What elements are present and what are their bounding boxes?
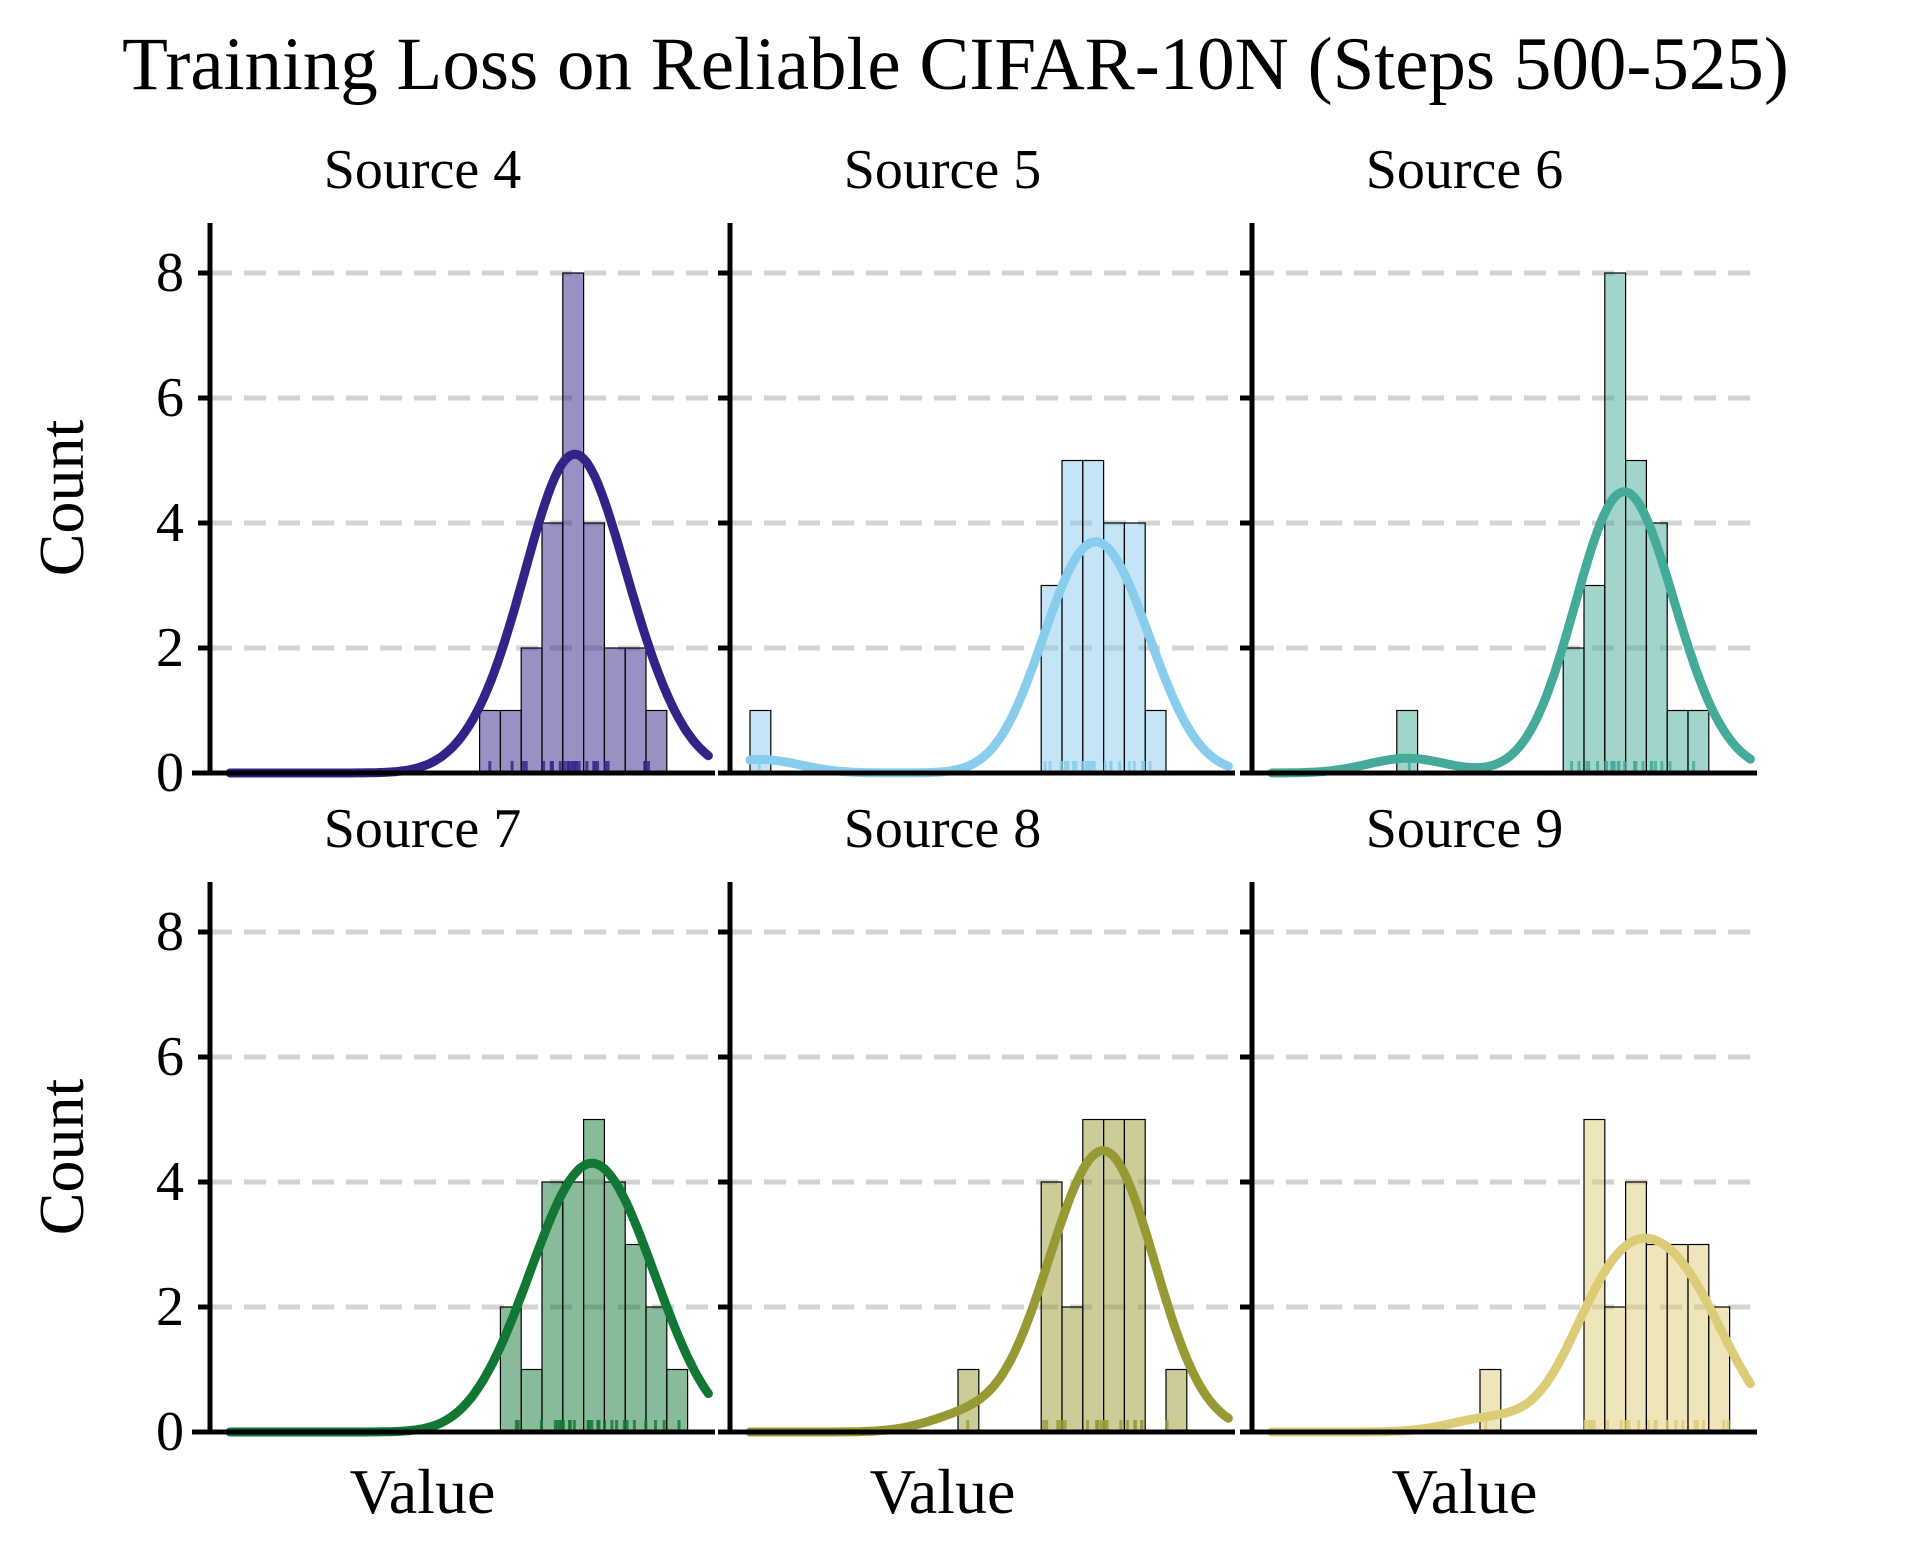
y-axis-label: Count (26, 420, 97, 577)
histogram-bar (603, 647, 626, 774)
chart-title: Training Loss on Reliable CIFAR-10N (Ste… (122, 23, 1789, 106)
histogram-bar (541, 522, 564, 774)
kde-curve (745, 537, 1233, 778)
y-tick-label: 6 (156, 367, 184, 429)
histogram-bar (520, 647, 543, 774)
panels-group: 0 2 4 6 8 Source 4 Count Source 5 Source 6 0 2 4 6 8 S… (26, 139, 1757, 1527)
subplot-title: Source 9 (1366, 798, 1564, 860)
y-tick-label: 0 (156, 1401, 184, 1463)
histogram-bar (582, 522, 605, 774)
y-tick-label: 0 (156, 742, 184, 804)
panel-source-4: 0 2 4 6 8 Source 4 Count (26, 139, 715, 804)
x-axis-label: Value (1392, 1456, 1538, 1527)
histogram-bar (1061, 1306, 1084, 1433)
histogram-bar (1687, 709, 1710, 774)
histogram-bar (1645, 1243, 1668, 1433)
y-tick-label: 8 (156, 901, 184, 963)
panel-source-9: Source 9 Value (1240, 798, 1757, 1527)
histogram-bar (1123, 1118, 1146, 1433)
histogram-bar (1396, 709, 1419, 774)
y-tick-label: 4 (156, 1151, 184, 1213)
subplot-title: Source 7 (324, 798, 522, 860)
histogram-bar (666, 1368, 689, 1433)
kde-curve (745, 1146, 1233, 1437)
y-tick-label: 2 (156, 617, 184, 679)
subplot-title: Source 5 (844, 139, 1042, 201)
histogram-bar (1123, 522, 1146, 774)
histogram-bar (1479, 1368, 1502, 1433)
histogram-bar (1082, 459, 1105, 774)
y-tick-label: 6 (156, 1026, 184, 1088)
subplot-title: Source 4 (324, 139, 522, 201)
y-tick-label: 4 (156, 492, 184, 554)
kde-curve (1267, 487, 1755, 778)
histogram-bar (1583, 584, 1606, 774)
y-tick-label: 8 (156, 242, 184, 304)
y-tick-label: 2 (156, 1276, 184, 1338)
histogram-bar (624, 1243, 647, 1433)
panel-source-5: Source 5 (718, 139, 1235, 778)
histogram-bar (1604, 1306, 1627, 1433)
histogram-bar (1165, 1368, 1188, 1433)
histogram-bar (1604, 272, 1627, 774)
panel-source-8: Source 8 Value (718, 798, 1235, 1527)
histogram-bar (520, 1368, 543, 1433)
histogram-bar (1061, 459, 1084, 774)
histogram-bar (1562, 647, 1585, 774)
histogram-bar (624, 647, 647, 774)
x-axis-label: Value (870, 1456, 1016, 1527)
histogram-bar (1624, 1181, 1647, 1433)
x-axis-label: Value (350, 1456, 496, 1527)
subplot-title: Source 6 (1366, 139, 1564, 201)
panel-source-6: Source 6 (1240, 139, 1757, 778)
histogram-bar (645, 1306, 668, 1433)
subplot-title: Source 8 (844, 798, 1042, 860)
histogram-bar (562, 1181, 585, 1433)
y-axis-label: Count (26, 1079, 97, 1236)
histogram-bar (603, 1181, 626, 1433)
panel-source-7: 0 2 4 6 8 Source 7 Count Value (26, 798, 715, 1527)
histogram-bar (1144, 709, 1167, 774)
histogram-bar (562, 272, 585, 774)
